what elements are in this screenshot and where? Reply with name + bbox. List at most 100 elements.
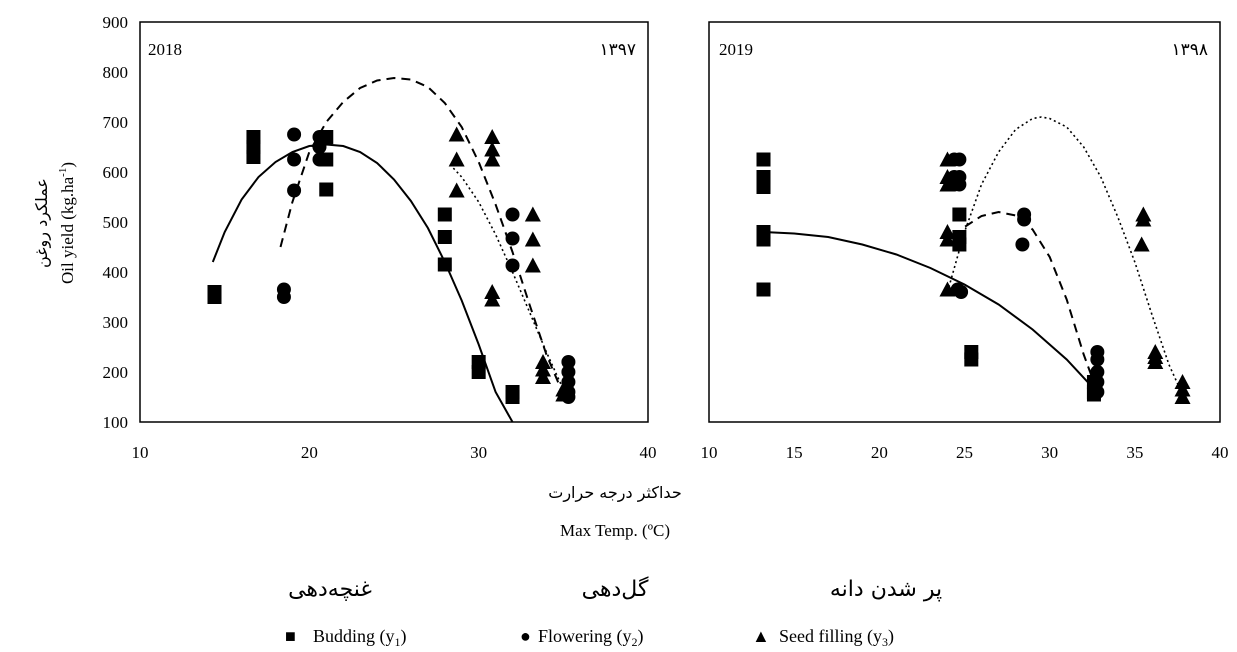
flowering-point — [287, 127, 302, 142]
x-tick-label: 30 — [470, 443, 487, 462]
fit-curve-solid — [763, 231, 1094, 388]
data-points — [207, 126, 1191, 404]
budding-point — [246, 150, 261, 164]
y-tick-label: 500 — [103, 213, 129, 232]
panel-2018-frame — [139, 21, 649, 423]
x-tick-label: 15 — [786, 443, 803, 462]
flowering-point — [561, 355, 576, 369]
budding-point — [756, 232, 771, 247]
seed-filling-point — [1133, 236, 1150, 252]
fit-curve-dashed — [279, 76, 565, 395]
flowering-point — [952, 152, 967, 167]
panel-2018-year: 2018 — [148, 40, 182, 59]
seed-filling-point — [524, 206, 541, 222]
x-tick-label: 40 — [1212, 443, 1229, 462]
flowering-point — [312, 140, 327, 154]
seed-filling-point — [535, 369, 552, 384]
budding-point — [756, 152, 771, 167]
flowering-point — [505, 258, 520, 273]
y-tick-label: 400 — [103, 263, 129, 282]
flowering-point — [287, 152, 302, 167]
flowering-point — [952, 177, 967, 192]
seed-filling-point — [448, 151, 465, 167]
x-axis-title: Max Temp. (ºC) — [560, 521, 670, 540]
flowering-point — [1090, 375, 1105, 389]
fit-curve-solid — [211, 143, 514, 423]
legend-fa-flowering: گل‌دهی — [582, 576, 649, 602]
flowering-point — [1090, 352, 1105, 367]
legend-item-flowering: ● Flowering (y2) — [520, 626, 644, 649]
budding-point — [964, 352, 979, 367]
seed-filling-point — [524, 257, 541, 273]
budding-point — [505, 390, 520, 404]
budding-point — [756, 180, 771, 194]
seed-filling-point — [939, 281, 956, 297]
flowering-point — [276, 290, 291, 304]
seed-filling-point — [484, 151, 501, 167]
flowering-point — [954, 285, 969, 299]
budding-point — [437, 257, 452, 272]
seed-filling-point — [1147, 354, 1164, 369]
legend-circle-icon: ● — [520, 626, 531, 646]
seed-filling-point — [1174, 389, 1191, 404]
legend-item-seed-filling: ▲ Seed filling (y3) — [752, 626, 894, 649]
panel-2018-year-fa: ۱۳۹۷ — [599, 40, 636, 59]
fit-curve-dotted — [946, 116, 1184, 395]
budding-point — [471, 365, 486, 379]
budding-point — [207, 290, 222, 304]
y-tick-label: 600 — [103, 163, 129, 182]
x-tick-label: 35 — [1126, 443, 1143, 462]
flowering-point — [1090, 365, 1105, 379]
flowering-point — [1017, 212, 1032, 227]
legend-item-budding: ■ Budding (y1) — [285, 626, 407, 649]
tick-labels: 10 20 30 40 100 200 300 400 500 600 700 800 900 10 15 2… — [103, 13, 1229, 462]
legend-label-flowering: Flowering (y2) — [538, 626, 644, 649]
panel-2019-year: 2019 — [719, 40, 753, 59]
panel-2019-year-fa: ۱۳۹۸ — [1171, 40, 1208, 59]
flowering-point — [561, 365, 576, 379]
x-tick-label: 40 — [640, 443, 657, 462]
y-axis-title: Oil yield (kg.ha-1) — [57, 162, 77, 284]
seed-filling-point — [1135, 211, 1152, 227]
seed-filling-point — [484, 129, 501, 144]
budding-point — [437, 230, 452, 244]
x-axis-title-fa: حداکثر درجه حرارت — [548, 483, 681, 503]
seed-filling-point — [939, 231, 956, 247]
seed-filling-point — [939, 176, 956, 192]
x-tick-label: 10 — [701, 443, 718, 462]
x-tick-label: 25 — [956, 443, 973, 462]
legend-triangle-icon: ▲ — [752, 626, 770, 646]
x-tick-label: 20 — [871, 443, 888, 462]
budding-point — [952, 237, 967, 252]
y-tick-label: 900 — [103, 13, 129, 32]
flowering-point — [287, 183, 302, 198]
flowering-point — [505, 207, 520, 222]
y-axis-title-fa: عملکرد روغن — [32, 178, 52, 268]
flowering-point — [312, 130, 327, 144]
legend-square-icon: ■ — [285, 626, 296, 646]
y-tick-label: 300 — [103, 313, 129, 332]
flowering-point — [1015, 237, 1030, 252]
legend-fa-seed-filling: پر شدن دانه — [830, 577, 942, 602]
budding-point — [437, 207, 452, 222]
seed-filling-point — [448, 182, 465, 198]
seed-filling-point — [448, 126, 465, 142]
budding-point — [756, 282, 771, 297]
seed-filling-point — [484, 291, 501, 307]
budding-point — [952, 207, 967, 222]
x-tick-label: 20 — [301, 443, 318, 462]
seed-filling-point — [524, 231, 541, 247]
y-tick-label: 700 — [103, 113, 129, 132]
seed-filling-point — [939, 151, 956, 167]
budding-point — [319, 182, 334, 197]
flowering-point — [1090, 385, 1105, 399]
flowering-point — [505, 231, 520, 246]
legend-label-budding: Budding (y1) — [313, 626, 407, 649]
flowering-point — [312, 152, 327, 167]
legend-fa-budding: غنچه‌دهی — [288, 577, 372, 602]
x-tick-label: 30 — [1041, 443, 1058, 462]
trend-curves — [211, 76, 1184, 423]
panel-2019-frame — [708, 21, 1221, 423]
seed-filling-point — [555, 386, 572, 402]
